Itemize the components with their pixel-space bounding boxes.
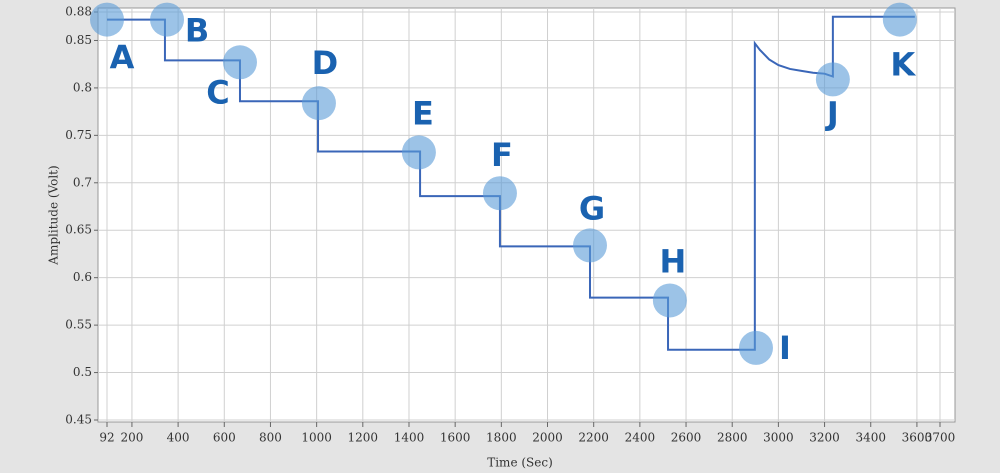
x-tick-label: 800 xyxy=(259,431,282,445)
y-tick-label: 0.65 xyxy=(65,223,92,237)
y-tick-label: 0.6 xyxy=(73,270,92,284)
annotation-marker xyxy=(222,45,257,80)
x-tick-label: 2600 xyxy=(671,431,702,445)
x-tick-label: 200 xyxy=(120,431,143,445)
x-tick-label: 1600 xyxy=(440,431,471,445)
annotation-label: E xyxy=(412,94,434,132)
y-tick-label: 0.88 xyxy=(65,5,92,19)
x-tick-label: 3600 xyxy=(902,431,933,445)
y-tick-label: 0.8 xyxy=(73,80,92,94)
annotation-marker xyxy=(882,2,917,37)
annotation-label: A xyxy=(110,39,135,77)
x-tick-label: 3200 xyxy=(809,431,840,445)
annotation-marker xyxy=(652,283,687,318)
x-tick-label: 1000 xyxy=(301,431,332,445)
annotation-label: I xyxy=(779,329,791,367)
x-tick-label: 3000 xyxy=(763,431,794,445)
x-tick-label: 3700 xyxy=(925,431,956,445)
y-tick-label: 0.75 xyxy=(65,128,92,142)
y-tick-label: 0.85 xyxy=(65,33,92,47)
annotation-label: F xyxy=(491,136,513,174)
x-tick-label: 2000 xyxy=(532,431,563,445)
x-tick-label: 1200 xyxy=(348,431,379,445)
annotation-label: B xyxy=(185,12,209,50)
annotation-label: K xyxy=(890,46,916,84)
y-tick-label: 0.5 xyxy=(73,365,92,379)
x-tick-label: 2800 xyxy=(717,431,748,445)
x-tick-label: 1800 xyxy=(486,431,517,445)
annotation-marker xyxy=(301,86,336,121)
y-tick-label: 0.45 xyxy=(65,413,92,427)
x-axis-title: Time (Sec) xyxy=(487,456,553,470)
annotation-label: D xyxy=(312,44,339,82)
annotation-marker xyxy=(90,2,124,37)
annotation-marker xyxy=(150,2,185,37)
annotation-marker xyxy=(815,62,850,97)
annotation-marker xyxy=(738,330,773,365)
annotation-marker xyxy=(401,135,436,170)
x-tick-label: 2400 xyxy=(625,431,656,445)
x-tick-label: 400 xyxy=(167,431,190,445)
annotation-label: G xyxy=(579,189,605,227)
x-tick-label: 92 xyxy=(99,431,114,445)
x-tick-label: 3400 xyxy=(855,431,886,445)
y-tick-label: 0.7 xyxy=(73,175,92,189)
annotation-marker xyxy=(482,176,517,211)
x-tick-label: 600 xyxy=(213,431,236,445)
annotation-label: C xyxy=(206,73,229,111)
annotation-marker xyxy=(572,228,607,263)
annotation-label: H xyxy=(659,242,686,280)
annotation-label: J xyxy=(825,94,839,132)
x-tick-label: 1400 xyxy=(394,431,425,445)
x-tick-label: 2200 xyxy=(578,431,609,445)
y-tick-label: 0.55 xyxy=(65,318,92,332)
y-axis-title: Amplitude (Volt) xyxy=(47,165,61,265)
